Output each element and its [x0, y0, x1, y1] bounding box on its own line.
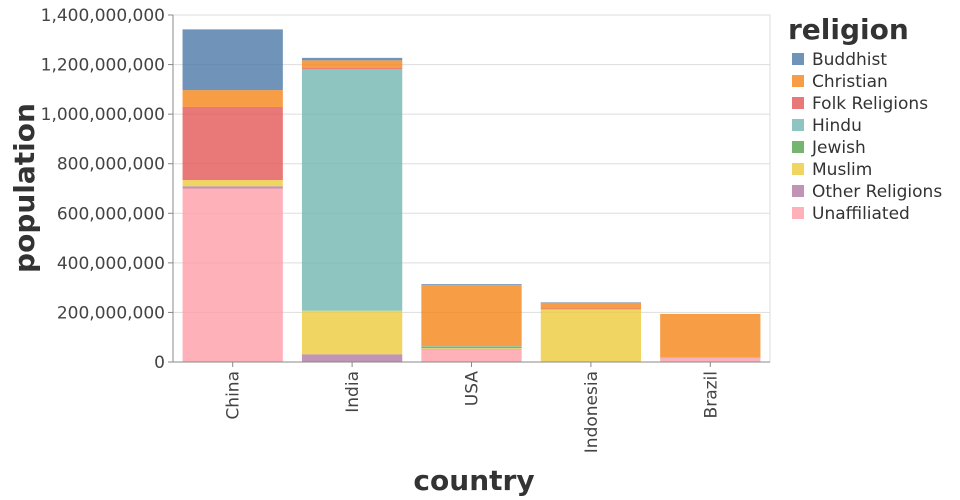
bar-segment-usa-other-religions — [421, 348, 522, 350]
y-tick-label: 800,000,000 — [57, 155, 165, 175]
y-tick-label: 400,000,000 — [57, 254, 165, 274]
legend-label: Buddhist — [812, 50, 887, 70]
bar-segment-brazil-other-religions — [660, 357, 761, 359]
x-tick-label: China — [224, 371, 244, 420]
x-axis-title: country — [413, 464, 534, 497]
bar-segment-usa-jewish — [421, 346, 522, 349]
axes: 0 200,000,000 400,000,000 600,000,000 800,00… — [41, 6, 770, 453]
bar-segment-india-muslim — [301, 310, 403, 355]
legend-swatch — [792, 141, 804, 153]
bar-segment-usa-unaffiliated — [421, 349, 522, 362]
bar-segment-brazil-unaffiliated — [660, 358, 761, 362]
legend-title: religion — [788, 13, 909, 46]
bar-segment-indonesia-hindu — [540, 308, 642, 310]
x-tick-label: India — [343, 371, 363, 413]
legend-swatch — [792, 119, 804, 131]
legend-label: Christian — [812, 72, 888, 92]
legend-label: Muslim — [812, 160, 872, 180]
bar-segment-brazil-muslim — [660, 357, 761, 358]
bar-segment-india-hindu — [301, 69, 403, 311]
bar-segment-usa-christian — [421, 285, 522, 347]
y-axis-title: population — [8, 103, 41, 273]
bar-segment-china-muslim — [182, 180, 283, 187]
bar-segment-china-other-religions — [182, 186, 283, 189]
bar-segment-china-buddhist — [182, 29, 283, 91]
legend-swatch — [792, 75, 804, 87]
y-tick-label: 0 — [154, 353, 165, 373]
legend-swatch — [792, 207, 804, 219]
bar-segment-india-christian — [301, 60, 403, 69]
legend-label: Folk Religions — [812, 94, 928, 114]
bar-segment-china-folk-religions — [182, 106, 283, 181]
bar-segment-usa-buddhist — [421, 284, 522, 286]
bar-segment-usa-muslim — [421, 348, 522, 349]
bar-segment-india-folk-religions — [301, 68, 403, 70]
legend-label: Hindu — [812, 116, 862, 136]
x-tick-label: Brazil — [701, 371, 721, 418]
legend-label: Jewish — [811, 138, 866, 158]
x-tick-label: Indonesia — [582, 371, 602, 453]
bar-segment-indonesia-folk-religions — [540, 308, 642, 309]
bar-segment-indonesia-christian — [540, 302, 642, 309]
x-tick-label: USA — [463, 371, 483, 407]
bar-segment-china-christian — [182, 90, 283, 107]
bar-segment-brazil-christian — [660, 313, 761, 358]
legend-swatch — [792, 97, 804, 109]
bars — [182, 29, 761, 363]
legend-swatch — [792, 53, 804, 65]
y-tick-label: 600,000,000 — [57, 204, 165, 224]
legend-swatch — [792, 185, 804, 197]
bar-segment-indonesia-buddhist — [540, 302, 642, 303]
bar-segment-usa-hindu — [421, 346, 522, 347]
y-tick-label: 1,200,000,000 — [41, 56, 165, 76]
bar-segment-india-other-religions — [301, 354, 403, 362]
bar-segment-china-unaffiliated — [182, 188, 283, 362]
bar-segment-indonesia-muslim — [540, 309, 642, 362]
legend-swatch — [792, 163, 804, 175]
legend-label: Other Religions — [812, 182, 942, 202]
y-tick-label: 1,000,000,000 — [41, 105, 165, 125]
bar-segment-india-buddhist — [301, 57, 403, 61]
legend-label: Unaffiliated — [812, 204, 910, 224]
y-tick-label: 200,000,000 — [57, 303, 165, 323]
y-tick-label: 1,400,000,000 — [41, 6, 165, 26]
